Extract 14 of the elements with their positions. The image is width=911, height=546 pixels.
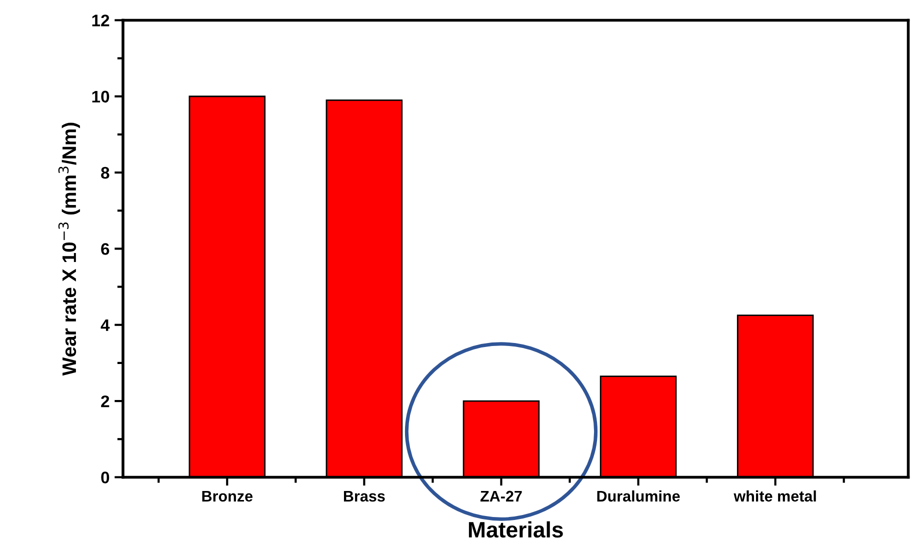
y-tick-label: 8	[101, 166, 110, 179]
x-tick-label: Brass	[344, 490, 385, 502]
y-tick-label: 2	[101, 395, 110, 408]
x-tick-label: Bronze	[202, 490, 253, 502]
x-tick-label: Duralumine	[597, 490, 680, 502]
y-tick-label: 10	[92, 90, 110, 103]
y-tick-label: 0	[101, 472, 110, 484]
y-tick-label: 4	[100, 319, 110, 331]
y-axis-title: Wear rate X 10$^{−3}$ (mm$^{3}$/Nm)	[58, 122, 80, 376]
x-axis-title: Materials	[468, 521, 563, 538]
x-tick-label: ZA-27	[480, 490, 522, 502]
y-tick-label: 12	[92, 14, 110, 26]
x-tick-label: white metal	[734, 490, 816, 502]
y-tick-label: 6	[101, 243, 110, 255]
